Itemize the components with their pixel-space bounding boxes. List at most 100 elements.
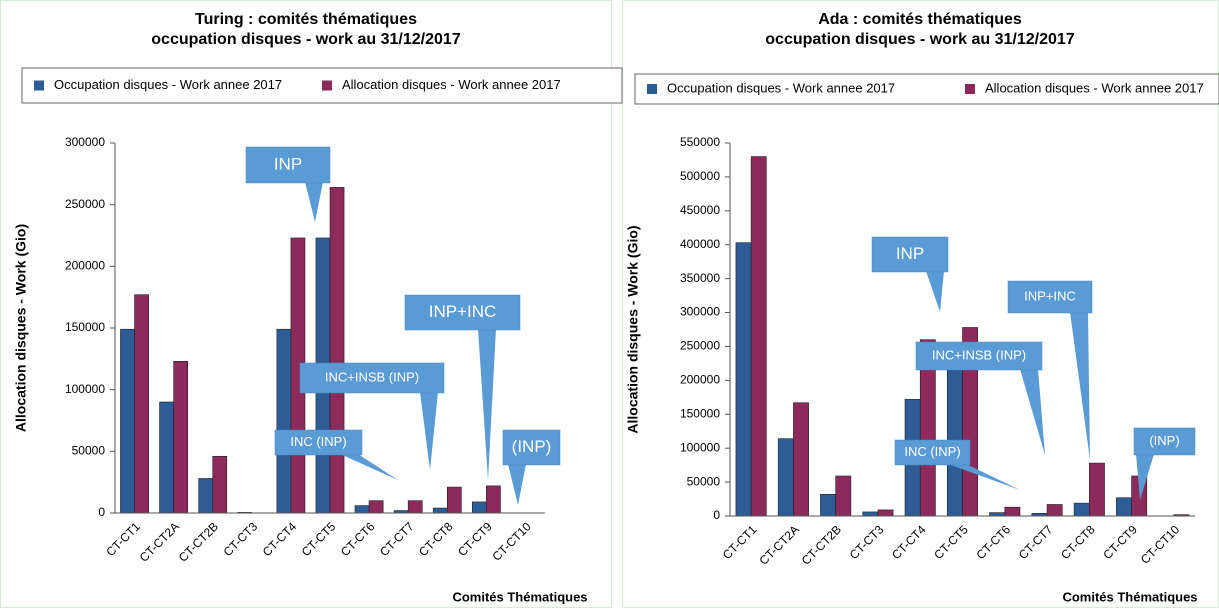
y-tick-label: 300000 — [65, 135, 105, 149]
y-tick-label: 150000 — [680, 406, 720, 420]
bar — [407, 500, 423, 514]
y-tick-label: 100000 — [65, 382, 105, 396]
bar — [989, 512, 1006, 517]
legend-swatch — [34, 80, 44, 91]
callout-text: (INP) — [1149, 433, 1179, 448]
x-tick-label: CT-CT2B — [799, 522, 844, 567]
callout-tail — [478, 329, 496, 480]
legend-swatch — [965, 84, 975, 94]
x-tick-label: CT-CT2A — [137, 519, 182, 564]
y-tick-label: 450000 — [680, 203, 720, 217]
y-tick-label: 50000 — [72, 444, 106, 458]
x-tick-label: CT-CT4 — [260, 519, 300, 559]
x-tick-label: CT-CT3 — [847, 522, 887, 562]
legend-swatch — [647, 84, 657, 94]
y-tick-label: 150000 — [65, 320, 105, 334]
bar — [777, 438, 794, 517]
callout-box — [274, 429, 363, 456]
callout-tail — [948, 464, 1020, 490]
legend-box — [634, 73, 1219, 105]
bar — [134, 294, 149, 514]
bar — [329, 187, 345, 514]
callout-box — [245, 146, 331, 184]
callout-box — [502, 429, 561, 466]
x-tick-label: CT-CT5 — [931, 522, 971, 562]
y-tick-label: 350000 — [680, 271, 720, 285]
bar — [820, 493, 836, 517]
x-tick-label: CT-CT8 — [416, 519, 456, 559]
legend-swatch — [322, 80, 332, 91]
callout-box — [871, 236, 949, 273]
y-tick-label: 300000 — [680, 305, 720, 319]
bar — [432, 507, 448, 514]
bar — [1116, 497, 1132, 517]
legend-label: Occupation disques - Work annee 2017 — [667, 80, 895, 95]
callout-box — [299, 362, 445, 394]
chart-title: Ada : comités thématiques — [818, 11, 1022, 28]
callout-box — [894, 439, 971, 466]
chart-title: Turing : comités thématiques — [195, 11, 417, 28]
x-tick-label: CT-CT9 — [1100, 522, 1140, 562]
y-tick-label: 500000 — [680, 169, 720, 183]
legend-label: Allocation disques - Work annee 2017 — [985, 80, 1204, 95]
x-tick-label: CT-CT10 — [489, 519, 534, 564]
x-tick-label: CT-CT7 — [377, 519, 417, 559]
callout-text: INP+INC — [1024, 288, 1076, 303]
bar — [354, 505, 370, 514]
chart-subtitle: occupation disques - work au 31/12/2017 — [765, 31, 1075, 48]
y-tick-label: 250000 — [680, 339, 720, 353]
x-axis-label: Comités Thématiques — [1062, 589, 1197, 604]
bar — [212, 455, 228, 514]
x-tick-label: CT-CT4 — [889, 522, 929, 562]
callout-text: INP+INC — [429, 302, 497, 321]
x-tick-label: CT-CT6 — [974, 522, 1014, 562]
bar — [368, 500, 384, 514]
bar — [735, 242, 752, 517]
y-tick-label: 0 — [98, 505, 105, 519]
bar — [1004, 506, 1021, 517]
y-tick-label: 200000 — [680, 373, 720, 387]
callout-tail — [305, 182, 323, 222]
x-tick-label: CT-CT1 — [720, 522, 760, 562]
legend-label: Occupation disques - Work annee 2017 — [54, 77, 282, 92]
callout-text: INP — [896, 244, 924, 263]
callout-tail — [508, 464, 526, 505]
bar — [862, 511, 879, 517]
y-tick-label: 200000 — [65, 259, 105, 273]
callout-text: (INP) — [512, 437, 552, 456]
bar — [1089, 462, 1105, 517]
callout-text: INC (INP) — [290, 434, 346, 449]
callout-tail — [1070, 312, 1090, 460]
bar — [120, 328, 135, 514]
bar — [159, 401, 174, 514]
y-tick-label: 0 — [713, 508, 720, 522]
x-tick-label: CT-CT7 — [1016, 522, 1056, 562]
chart-subtitle: occupation disques - work au 31/12/2017 — [151, 31, 461, 48]
callout-box — [404, 294, 521, 331]
y-tick-label: 100000 — [680, 440, 720, 454]
bar — [486, 485, 501, 514]
callout-tail — [926, 271, 944, 312]
x-tick-label: CT-CT6 — [338, 519, 378, 559]
bar — [198, 478, 214, 514]
bar — [835, 475, 852, 517]
x-tick-label: CT-CT5 — [299, 519, 339, 559]
callout-tail — [340, 454, 398, 480]
panel-border — [0, 0, 612, 608]
bar — [173, 360, 189, 514]
bar — [1046, 504, 1063, 517]
bar — [750, 156, 767, 517]
bar — [276, 328, 292, 514]
x-tick-label: CT-CT8 — [1058, 522, 1098, 562]
y-tick-label: 400000 — [680, 237, 720, 251]
y-tick-label: 50000 — [687, 474, 721, 488]
x-tick-label: CT-CT3 — [221, 519, 261, 559]
callout-text: INC (INP) — [904, 444, 960, 459]
bar — [793, 402, 809, 517]
bar — [446, 486, 462, 514]
bar — [1073, 502, 1090, 517]
callout-box — [1007, 280, 1093, 314]
callout-text: INP — [274, 154, 302, 173]
x-tick-label: CT-CT10 — [1138, 522, 1183, 567]
